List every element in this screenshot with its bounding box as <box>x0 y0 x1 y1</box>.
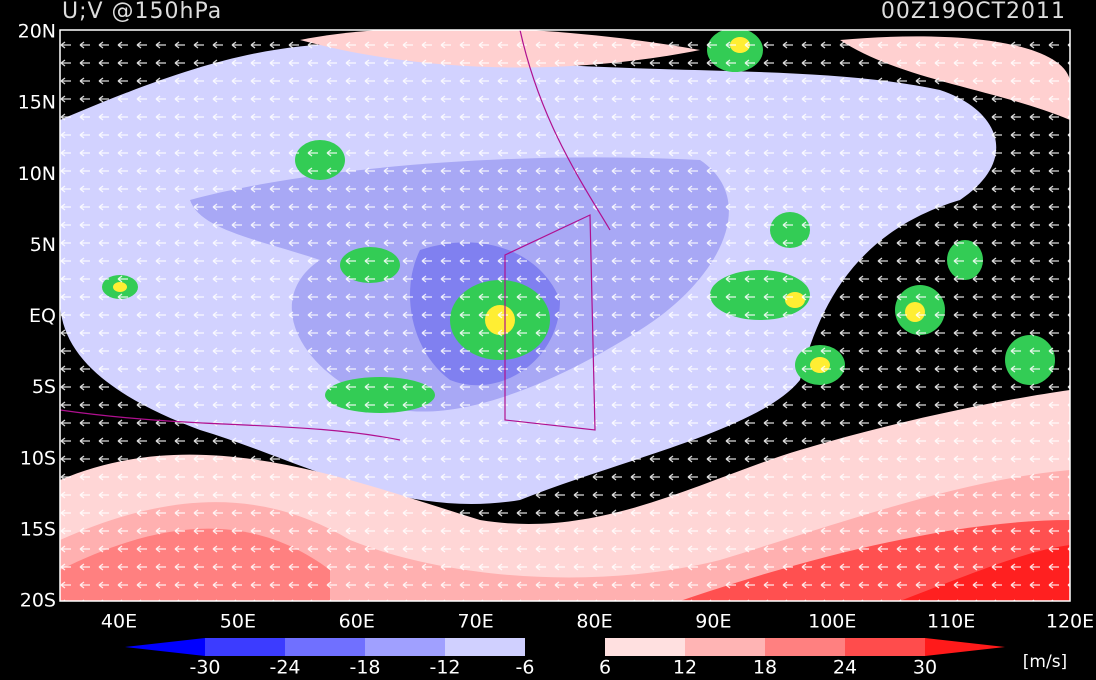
colorbar-tick-label: 18 <box>753 657 777 679</box>
map-title: U;V @150hPa <box>62 0 222 24</box>
colorbar-tick-label: -30 <box>189 657 220 679</box>
lat-label: 5N <box>30 234 56 256</box>
colorbar-tick-label: -12 <box>429 657 460 679</box>
colorbar-tick-label: -24 <box>269 657 300 679</box>
lon-label: 100E <box>808 611 856 633</box>
lat-label: EQ <box>29 305 56 327</box>
colorbar-unit: [m/s] <box>1023 652 1067 672</box>
map-time: 00Z19OCT2011 <box>881 0 1066 24</box>
lon-label: 40E <box>101 611 137 633</box>
lat-label: 5S <box>32 376 56 398</box>
lat-label: 20S <box>20 590 56 612</box>
lat-label: 10S <box>20 447 56 469</box>
lon-label: 50E <box>220 611 256 633</box>
colorbar-tick-label: 6 <box>599 657 611 679</box>
lat-label: 15N <box>18 92 56 114</box>
map-frame <box>59 29 1071 602</box>
colorbar <box>125 638 1005 656</box>
map-field <box>60 30 1070 601</box>
lon-label: 90E <box>695 611 731 633</box>
lon-label: 70E <box>458 611 494 633</box>
lon-label: 110E <box>927 611 975 633</box>
colorbar-tick-label: 24 <box>833 657 857 679</box>
lat-label: 20N <box>18 21 56 43</box>
colorbar-tick-label: 12 <box>673 657 697 679</box>
lon-label: 80E <box>576 611 612 633</box>
lon-label: 60E <box>339 611 375 633</box>
colorbar-tick-label: -18 <box>349 657 380 679</box>
lat-label: 15S <box>20 518 56 540</box>
colorbar-tick-label: -6 <box>516 657 535 679</box>
colorbar-tick-label: 30 <box>913 657 937 679</box>
lat-label: 10N <box>18 163 56 185</box>
lon-label: 120E <box>1046 611 1094 633</box>
